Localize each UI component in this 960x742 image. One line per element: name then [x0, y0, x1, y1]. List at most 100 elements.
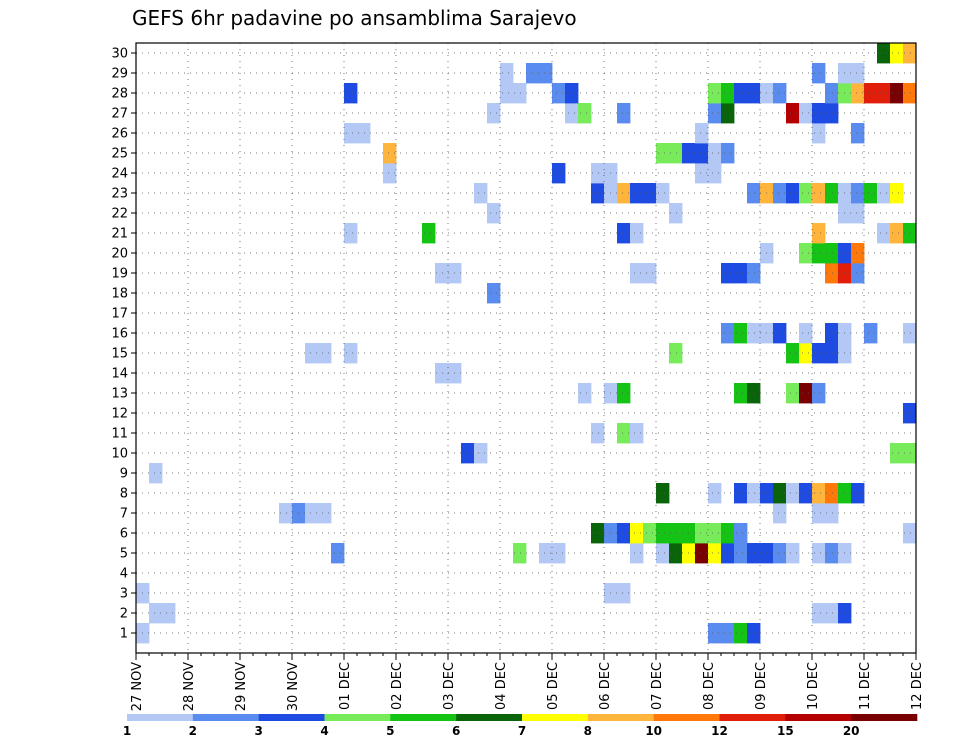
y-tick-label: 3 [120, 587, 128, 602]
heatmap-cell [591, 183, 605, 204]
heatmap-cell [708, 143, 722, 164]
y-axis: 1234567891011121314151617181920212223242… [111, 47, 136, 642]
heatmap-cell [344, 223, 358, 244]
heatmap-cell [851, 203, 865, 224]
heatmap-cell [513, 543, 527, 564]
heatmap-cell [591, 423, 605, 444]
legend-swatch [127, 714, 194, 721]
heatmap-cell [825, 543, 839, 564]
y-tick-label: 20 [111, 247, 128, 262]
legend-swatch [785, 714, 852, 721]
heatmap-cell [799, 103, 813, 124]
heatmap-cell [656, 143, 670, 164]
heatmap-cell [812, 63, 826, 84]
x-tick-label: 10 DEC [806, 662, 821, 710]
heatmap-cell [617, 523, 631, 544]
heatmap-cell [344, 83, 358, 104]
legend-tick-label: 8 [584, 724, 592, 738]
heatmap-cell [890, 83, 904, 104]
heatmap-cell [786, 543, 800, 564]
heatmap-cell [825, 103, 839, 124]
heatmap-cell [630, 263, 644, 284]
heatmap-cell [890, 183, 904, 204]
heatmap-cell [812, 123, 826, 144]
heatmap-cell [617, 223, 631, 244]
heatmap-cell [747, 383, 761, 404]
heatmap-cell [474, 183, 488, 204]
heatmap-cell [799, 323, 813, 344]
legend-swatch [324, 714, 391, 721]
heatmap-cell [799, 343, 813, 364]
heatmap-cell [773, 323, 787, 344]
x-tick-label: 30 NOV [286, 662, 301, 711]
dotted-grid [136, 43, 916, 653]
heatmap-cell [279, 503, 293, 524]
heatmap-cell [383, 163, 397, 184]
heatmap-cell [695, 143, 709, 164]
x-tick-label: 28 NOV [182, 662, 197, 711]
color-legend: 1 2 3 4 5 6 7 8 10 12 15 20 [123, 714, 918, 738]
heatmap-cell [591, 163, 605, 184]
x-tick-label: 02 DEC [390, 662, 405, 710]
legend-swatch [456, 714, 523, 721]
heatmap-cell [786, 103, 800, 124]
heatmap-cell [851, 123, 865, 144]
y-tick-label: 13 [111, 387, 128, 402]
heatmap-cell [552, 543, 566, 564]
heatmap-cell [734, 323, 748, 344]
heatmap-cell [825, 323, 839, 344]
y-tick-label: 30 [111, 47, 128, 62]
heatmap-cell [643, 523, 657, 544]
heatmap-cell [617, 103, 631, 124]
legend-tick-label: 10 [645, 724, 662, 738]
heatmap-cell [565, 83, 579, 104]
heatmap-cell [799, 183, 813, 204]
legend-tick-label: 5 [386, 724, 394, 738]
legend-swatch [851, 714, 918, 721]
heatmap-cell [565, 103, 579, 124]
x-axis: 27 NOV 28 NOV 29 NOV 30 NOV 01 DEC 02 DEC 03 D… [130, 653, 925, 711]
heatmap-cell [799, 243, 813, 264]
x-tick-label: 27 NOV [130, 662, 145, 711]
heatmap-cell [812, 223, 826, 244]
heatmap-cell [812, 543, 826, 564]
heatmap-cell [825, 263, 839, 284]
heatmap-cell [734, 263, 748, 284]
y-tick-label: 18 [111, 287, 128, 302]
legend-swatch [653, 714, 720, 721]
heatmap-cell [786, 483, 800, 504]
heatmap-cell [344, 343, 358, 364]
heatmap-cell [799, 383, 813, 404]
heatmap-cell [773, 483, 787, 504]
y-tick-label: 8 [120, 487, 128, 502]
heatmap-cell [318, 343, 332, 364]
heatmap-cell [747, 623, 761, 644]
heatmap-cell [747, 543, 761, 564]
heatmap-cell [669, 543, 683, 564]
heatmap-cell [747, 263, 761, 284]
heatmap-cell [825, 503, 839, 524]
y-tick-label: 19 [111, 267, 128, 282]
heatmap-cell [578, 103, 592, 124]
heatmap-cell [903, 43, 917, 64]
heatmap-cell [877, 223, 891, 244]
heatmap-cell [890, 443, 904, 464]
heatmap-cell [656, 483, 670, 504]
x-tick-label: 12 DEC [910, 662, 925, 710]
legend-swatch [719, 714, 786, 721]
legend-tick-label: 4 [320, 724, 328, 738]
heatmap-cell [825, 83, 839, 104]
heatmap-cell [812, 483, 826, 504]
y-tick-label: 23 [111, 187, 128, 202]
heatmap-cell [669, 523, 683, 544]
heatmap-cell [656, 183, 670, 204]
heatmap-cell [825, 343, 839, 364]
heatmap-cell [721, 263, 735, 284]
heatmap-cell [643, 183, 657, 204]
y-tick-label: 25 [111, 147, 128, 162]
heatmap-cell [747, 483, 761, 504]
heatmap-cell [851, 483, 865, 504]
heatmap-cell [877, 43, 891, 64]
heatmap-cell [903, 83, 917, 104]
heatmap-cell [812, 103, 826, 124]
